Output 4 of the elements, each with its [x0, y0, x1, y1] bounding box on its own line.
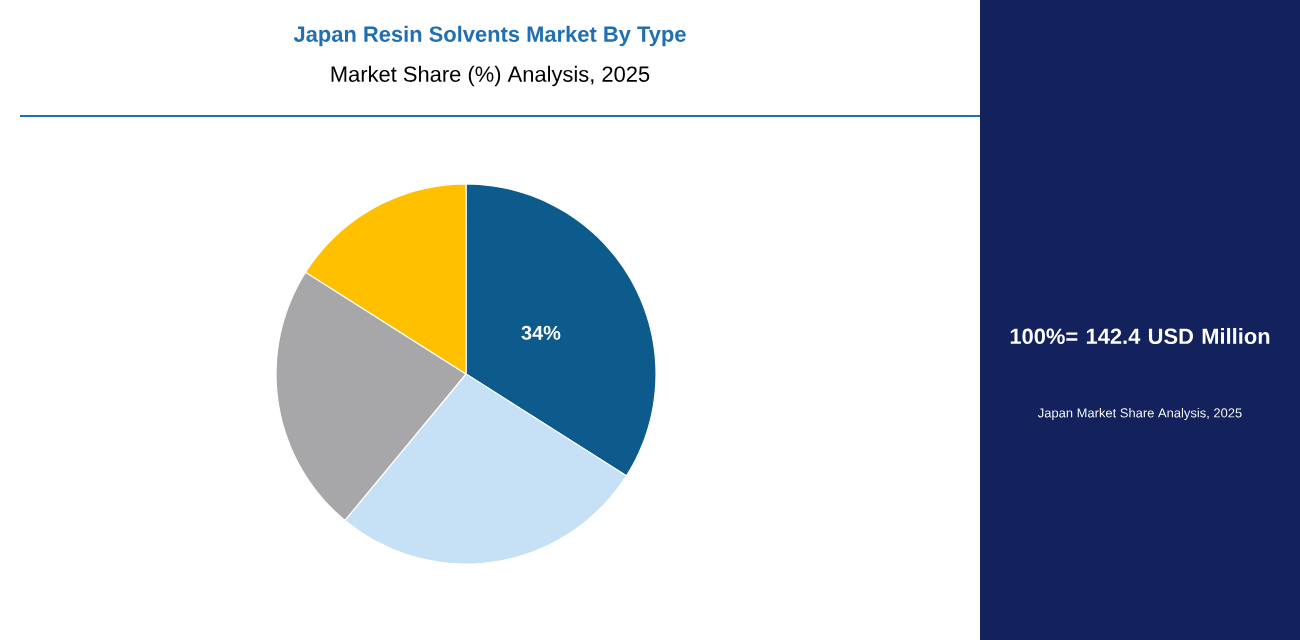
text: 100%= 142.4 USD Million [1010, 327, 1270, 345]
data-label: 34% [521, 325, 561, 340]
chart-subtitle: Market Share (%) Analysis, 2025 [331, 65, 650, 87]
chart-title: Japan Resin Solvents Market By Type [293, 25, 686, 47]
